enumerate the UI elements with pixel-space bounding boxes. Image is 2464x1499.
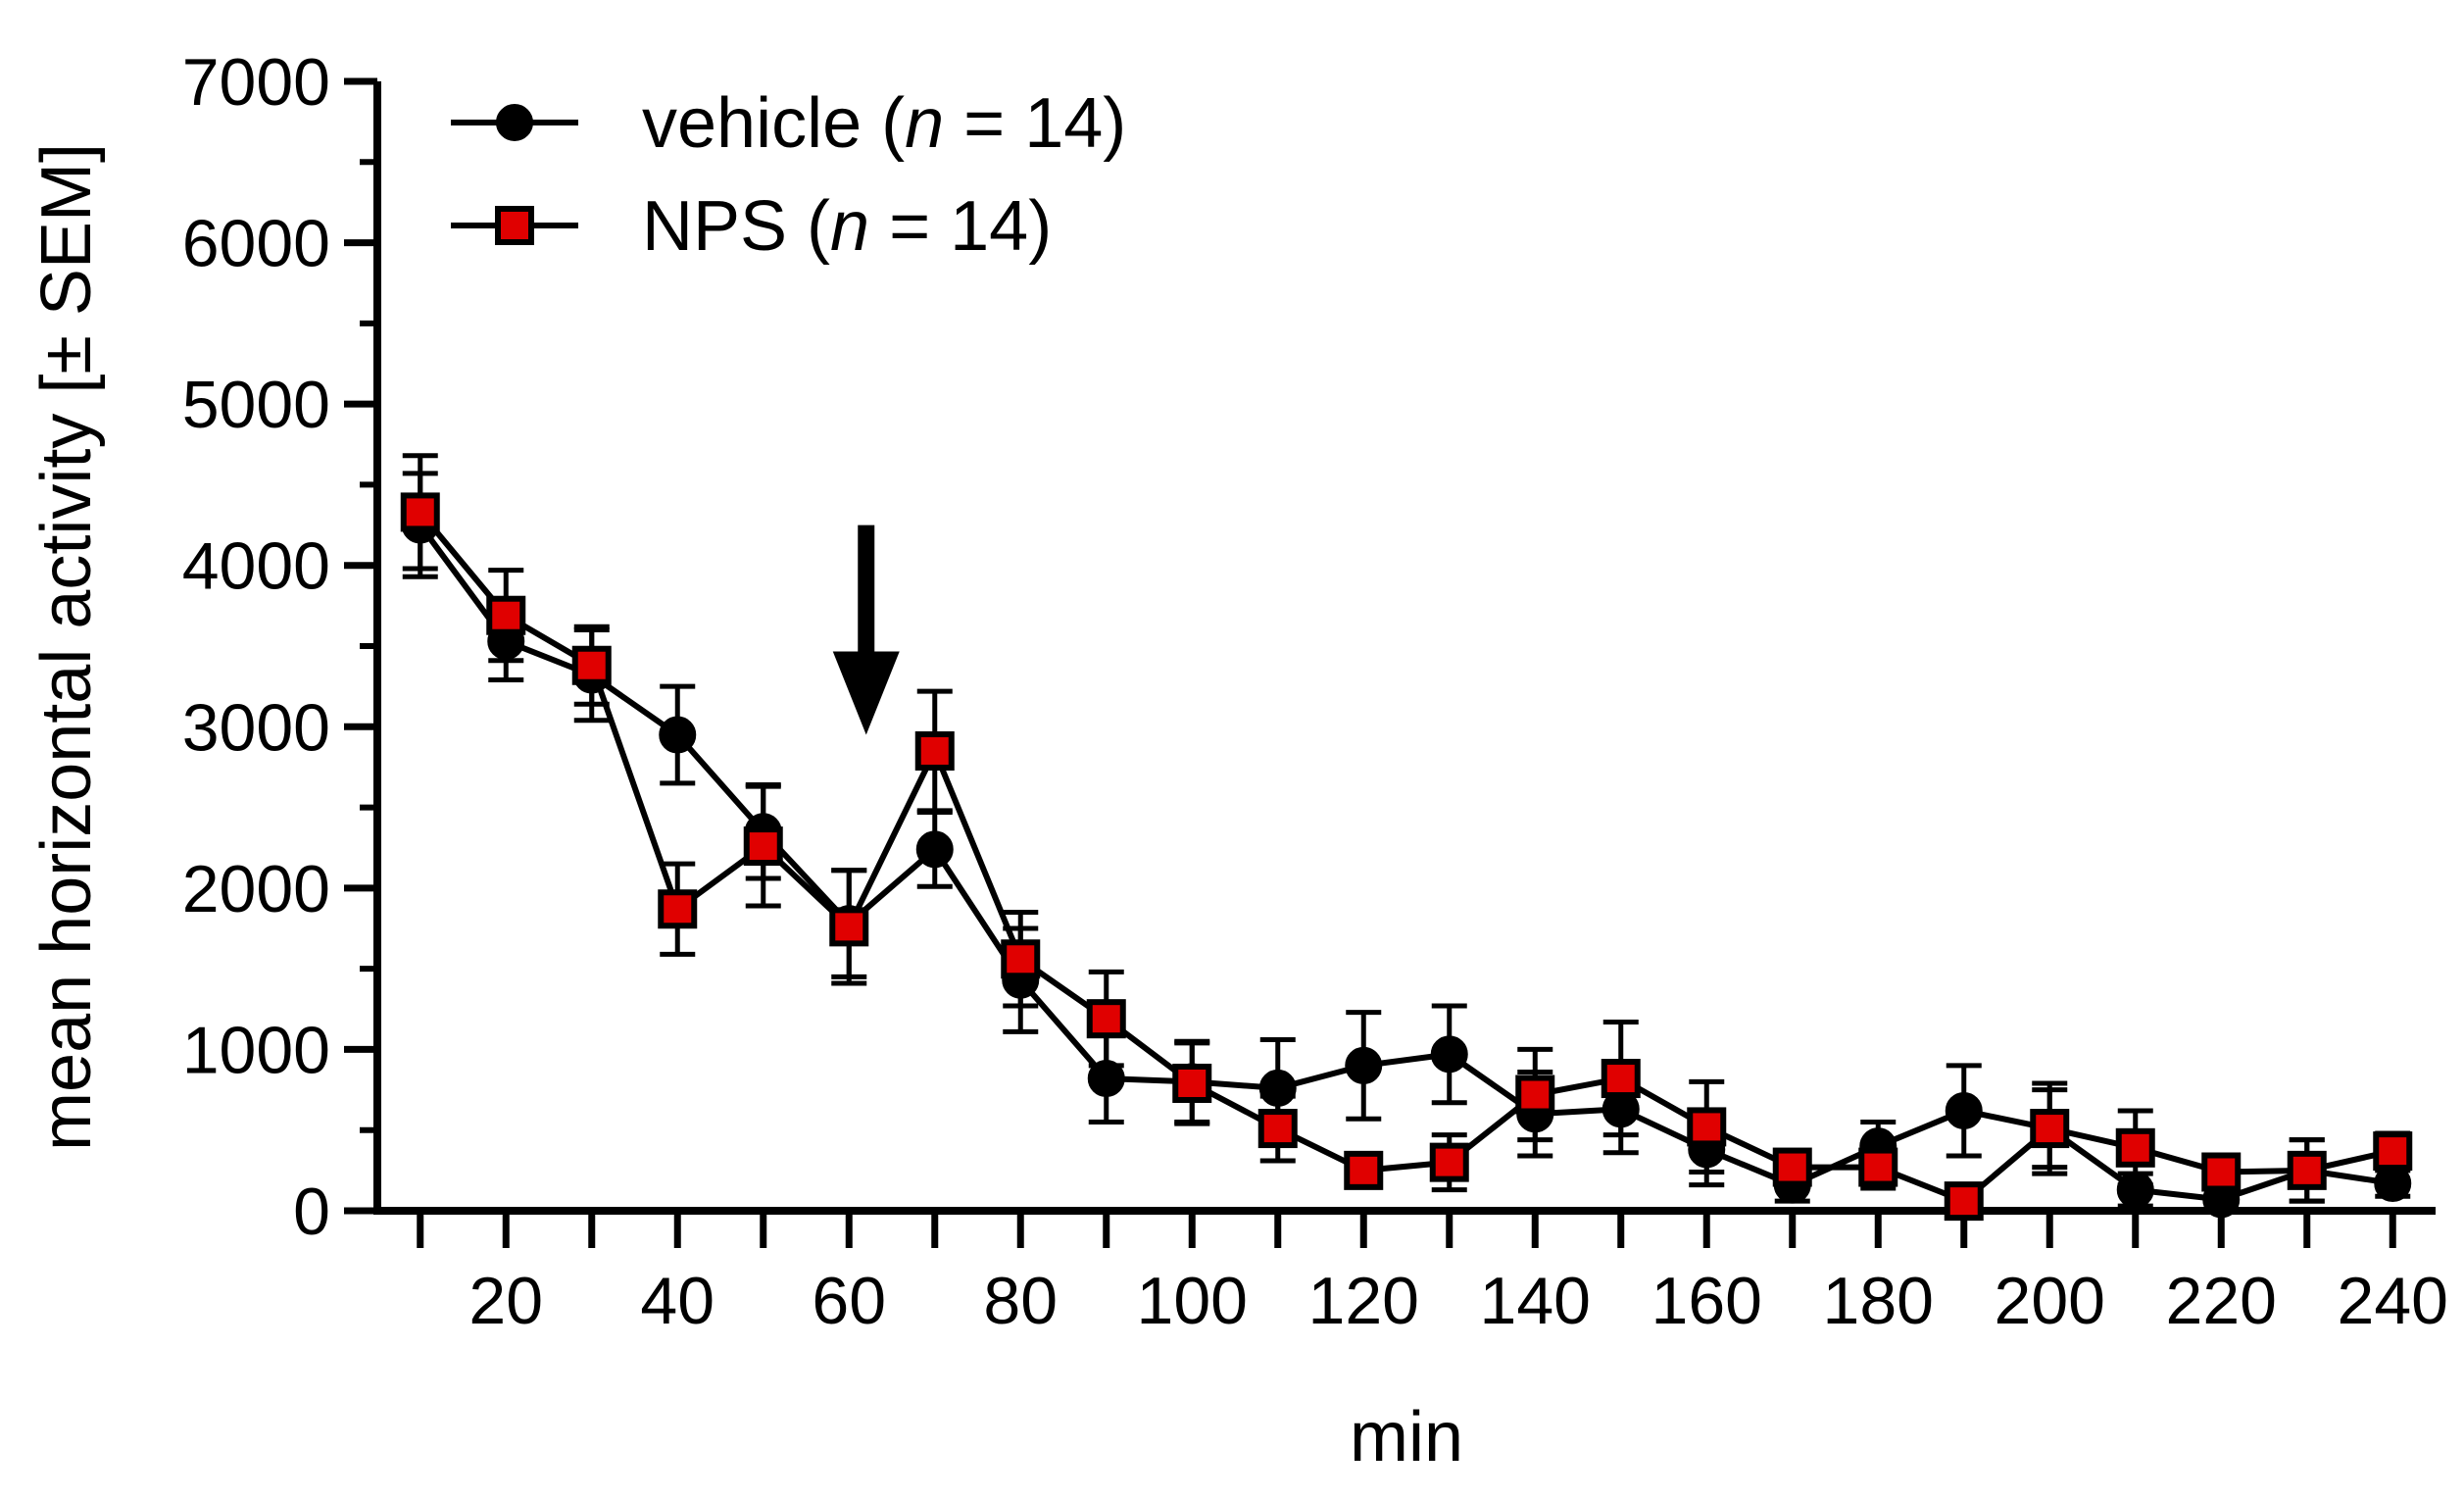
annotation-layer [832, 525, 900, 735]
y-axis-title: mean horizontal activity [± SEM] [27, 143, 106, 1151]
data-point [2115, 1127, 2155, 1168]
data-point [914, 730, 955, 771]
y-tick-label: 3000 [182, 690, 330, 765]
data-point [2373, 1131, 2413, 1172]
x-tick-label: 180 [1823, 1264, 1934, 1338]
y-tick-label: 6000 [182, 207, 330, 281]
legend-item-nps: NPS (n = 14) [451, 187, 1052, 266]
data-point [1772, 1147, 1812, 1187]
data-point [743, 826, 783, 867]
x-tick-label: 120 [1308, 1264, 1419, 1338]
data-point [400, 492, 440, 532]
x-tick-label: 60 [812, 1264, 886, 1338]
x-tick-label: 240 [2338, 1264, 2448, 1338]
data-point [1344, 1150, 1384, 1190]
data-point [1601, 1059, 1641, 1099]
x-tick-label: 80 [983, 1264, 1058, 1338]
data-point [571, 645, 612, 685]
y-tick-label: 2000 [182, 852, 330, 926]
legend-marker [496, 104, 533, 141]
data-point [1858, 1147, 1898, 1187]
data-point [1429, 1142, 1469, 1182]
series-vehicle [401, 471, 2412, 1219]
legend-label: NPS (n = 14) [642, 187, 1052, 266]
data-point [829, 907, 869, 947]
series-line [418, 510, 2393, 1205]
x-tick-label: 20 [468, 1264, 543, 1338]
data-point [486, 595, 526, 635]
series-layer [400, 453, 2413, 1222]
data-point [2030, 1109, 2070, 1149]
data-point [1687, 1107, 1727, 1147]
data-point [915, 830, 954, 869]
legend-marker [495, 206, 534, 245]
legend-item-vehicle: vehicle (n = 14) [451, 84, 1126, 163]
data-point [1515, 1074, 1555, 1115]
data-point [1945, 1091, 1983, 1129]
data-point [1086, 999, 1126, 1039]
arrow-head [832, 651, 900, 735]
data-point [659, 716, 697, 754]
y-tick-label: 0 [293, 1174, 330, 1249]
y-tick-label: 1000 [182, 1013, 330, 1087]
legend-label: vehicle (n = 14) [642, 84, 1126, 163]
y-tick-label: 7000 [182, 45, 330, 120]
x-tick-label: 160 [1651, 1264, 1762, 1338]
legend: vehicle (n = 14) NPS (n = 14) [451, 84, 1126, 266]
x-tick-label: 40 [640, 1264, 715, 1338]
data-point [2287, 1150, 2327, 1190]
x-axis-title: min [1350, 1398, 1463, 1476]
x-tick-label: 100 [1137, 1264, 1248, 1338]
x-tick-label: 140 [1480, 1264, 1591, 1338]
data-point [2374, 1165, 2412, 1203]
y-tick-label: 4000 [182, 529, 330, 604]
series-line [418, 523, 2393, 1203]
x-tick-label: 200 [1995, 1264, 2105, 1338]
x-tick-label: 220 [2166, 1264, 2277, 1338]
data-point [1001, 939, 1041, 979]
data-point [1345, 1046, 1383, 1084]
data-point [2201, 1152, 2242, 1192]
y-tick-label: 5000 [182, 368, 330, 442]
x-axis: 20 40 60 80 100 120 140 160 180 200 220 240 [373, 1207, 2448, 1338]
data-point [1944, 1181, 1984, 1222]
series-nps [400, 453, 2413, 1222]
y-axis: 0 1000 2000 3000 4000 5000 6000 7000 [182, 45, 381, 1249]
data-point [658, 889, 698, 929]
data-point [1430, 1035, 1468, 1074]
data-point [1257, 1109, 1298, 1149]
data-point [1172, 1063, 1212, 1103]
